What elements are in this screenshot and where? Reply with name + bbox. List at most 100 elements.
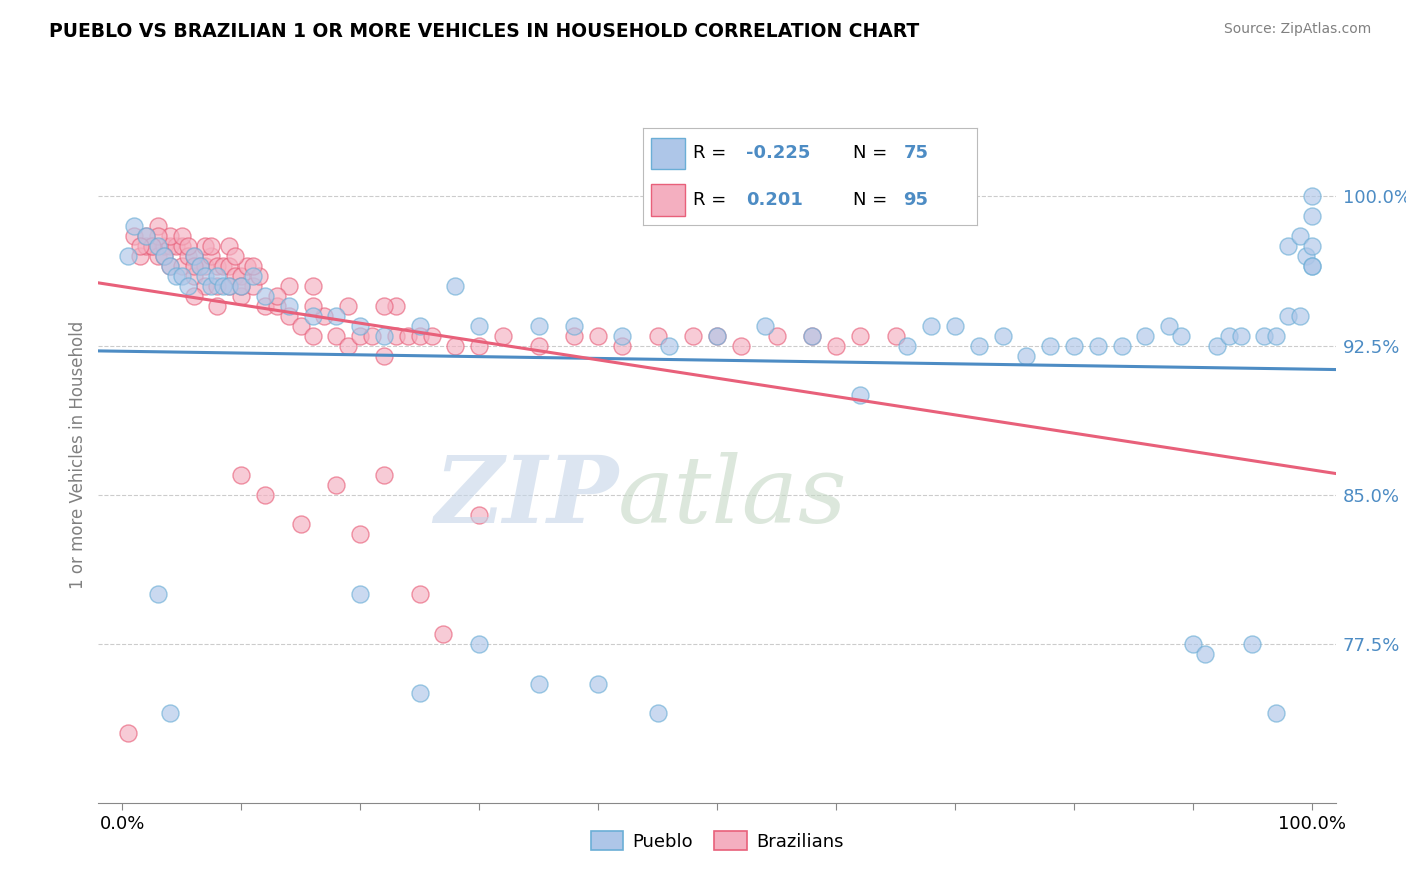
Text: ZIP: ZIP [434, 451, 619, 541]
Point [200, 239, 222, 253]
Point [801, 328, 824, 343]
Point [527, 318, 550, 333]
Point [129, 249, 152, 263]
Point [385, 299, 408, 313]
Point [385, 328, 408, 343]
Point [207, 259, 229, 273]
Point [266, 299, 288, 313]
Point [207, 268, 229, 283]
Text: 0.201: 0.201 [747, 191, 803, 209]
Point [765, 328, 787, 343]
Point [153, 249, 176, 263]
Point [373, 467, 395, 482]
Point [1039, 338, 1062, 352]
Text: N =: N = [853, 191, 893, 209]
Point [183, 249, 205, 263]
Point [188, 259, 211, 273]
Point [135, 239, 157, 253]
Text: 75: 75 [904, 145, 928, 162]
Point [1265, 706, 1288, 721]
Point [242, 279, 264, 293]
Point [188, 259, 211, 273]
Point [1301, 259, 1323, 273]
Point [1295, 249, 1317, 263]
Point [170, 239, 193, 253]
Point [183, 268, 205, 283]
Point [194, 268, 217, 283]
Point [183, 259, 205, 273]
Point [1241, 637, 1264, 651]
Point [1063, 338, 1085, 352]
Point [586, 676, 609, 690]
Text: PUEBLO VS BRAZILIAN 1 OR MORE VEHICLES IN HOUSEHOLD CORRELATION CHART: PUEBLO VS BRAZILIAN 1 OR MORE VEHICLES I… [49, 22, 920, 41]
Point [231, 467, 253, 482]
Point [527, 676, 550, 690]
Point [991, 328, 1014, 343]
Text: R =: R = [693, 145, 733, 162]
Point [301, 279, 323, 293]
Point [141, 239, 163, 253]
Point [253, 289, 276, 303]
Point [194, 279, 217, 293]
Point [349, 318, 371, 333]
Point [242, 259, 264, 273]
Point [176, 249, 198, 263]
Point [444, 338, 467, 352]
Point [754, 318, 776, 333]
Text: R =: R = [693, 191, 733, 209]
Point [408, 587, 430, 601]
Point [337, 299, 360, 313]
Point [122, 229, 145, 244]
Point [325, 477, 347, 491]
Point [1229, 328, 1251, 343]
Point [159, 259, 181, 273]
Point [468, 508, 491, 522]
Point [146, 219, 169, 234]
Point [849, 388, 872, 402]
Point [231, 268, 253, 283]
Point [943, 318, 966, 333]
Point [170, 229, 193, 244]
Point [1159, 318, 1181, 333]
Point [218, 279, 240, 293]
Point [183, 249, 205, 263]
Point [218, 259, 240, 273]
Point [159, 229, 181, 244]
Point [444, 279, 467, 293]
Point [301, 309, 323, 323]
Bar [651, 137, 685, 169]
Point [492, 328, 515, 343]
Point [194, 259, 217, 273]
Point [153, 239, 176, 253]
Point [224, 268, 246, 283]
Point [218, 279, 240, 293]
Point [231, 279, 253, 293]
Point [849, 328, 872, 343]
Point [207, 279, 229, 293]
Point [159, 239, 181, 253]
Point [212, 279, 235, 293]
Point [207, 299, 229, 313]
Point [325, 328, 347, 343]
Point [176, 279, 198, 293]
Point [159, 706, 181, 721]
Point [135, 229, 157, 244]
Point [1265, 328, 1288, 343]
Point [420, 328, 443, 343]
Point [200, 249, 222, 263]
Point [373, 328, 395, 343]
Point [1205, 338, 1227, 352]
Point [253, 299, 276, 313]
Point [146, 229, 169, 244]
Point [349, 328, 371, 343]
Point [165, 239, 187, 253]
Point [236, 259, 259, 273]
Point [194, 239, 217, 253]
Point [301, 328, 323, 343]
Point [231, 289, 253, 303]
Point [314, 309, 336, 323]
Point [146, 587, 169, 601]
Point [1301, 259, 1323, 273]
Point [527, 338, 550, 352]
Point [658, 338, 681, 352]
